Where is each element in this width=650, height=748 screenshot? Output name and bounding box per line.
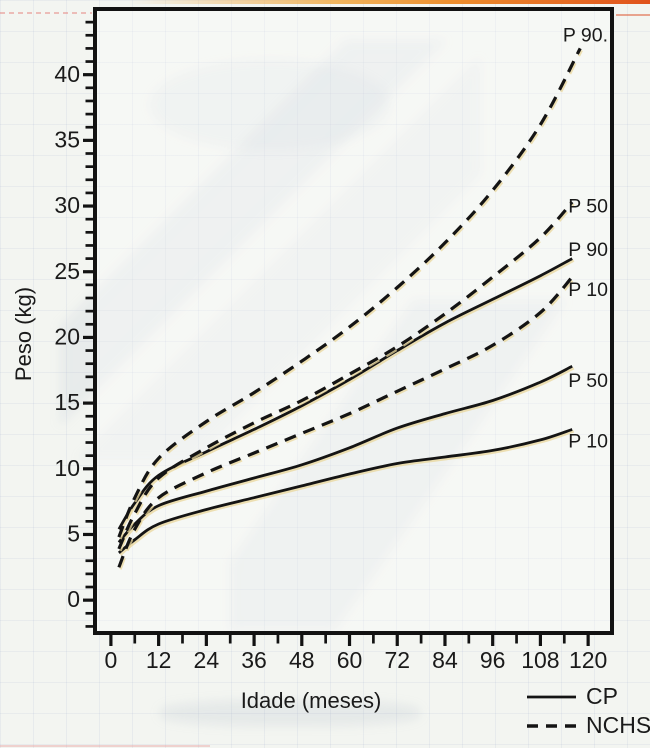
curve-label-cp-p90: P 90 [568, 239, 608, 261]
x-tick-label-24: 24 [194, 647, 220, 673]
y-tick-label-15: 15 [54, 389, 80, 415]
y-tick-label-20: 20 [54, 323, 80, 349]
x-tick-label-60: 60 [337, 647, 363, 673]
x-tick-label-72: 72 [384, 647, 410, 673]
curve-shadow-nchs-p10 [119, 278, 575, 570]
x-tick-label-96: 96 [480, 647, 506, 673]
scan-edge-pink-dots [0, 12, 92, 14]
y-tick-label-0: 0 [67, 586, 80, 612]
scan-edge-orange-line [128, 0, 650, 4]
y-axis: 0 5 10 15 20 25 30 35 40 [54, 20, 94, 628]
x-tick-label-120: 120 [569, 647, 607, 673]
legend-label-cp: CP [586, 683, 618, 709]
x-tick-label-0: 0 [105, 647, 118, 673]
curves [117, 47, 583, 570]
y-tick-label-10: 10 [54, 455, 80, 481]
curve-cp-p90 [117, 257, 573, 530]
plot-border [93, 7, 614, 635]
y-tick-label-40: 40 [54, 61, 80, 87]
x-axis: 0 12 24 36 48 60 72 84 96 108 120 [105, 634, 607, 673]
x-tick-label-48: 48 [289, 647, 315, 673]
x-tick-label-84: 84 [432, 647, 458, 673]
scan-edge-bottom-line [0, 745, 210, 747]
curve-label-cp-p10: P 10 [568, 431, 608, 453]
curve-label-nchs-p10: P 10 [568, 279, 608, 301]
curve-label-cp-p50: P 50 [568, 370, 608, 392]
x-axis-title: Idade (meses) [241, 688, 382, 713]
x-tick-label-108: 108 [521, 647, 559, 673]
legend: CP NCHS [527, 683, 650, 738]
legend-label-nchs: NCHS [586, 712, 650, 738]
curve-label-nchs-p50: P 50 [568, 196, 608, 218]
plot-area [95, 9, 612, 633]
y-tick-label-30: 30 [54, 192, 80, 218]
y-tick-label-5: 5 [67, 521, 80, 547]
curve-label-nchs-p90: P 90. [563, 25, 608, 47]
curve-cp-p10 [117, 428, 573, 554]
curve-shadow-cp-p10 [119, 430, 575, 556]
curve-shadow-cp-p50 [119, 367, 575, 546]
x-tick-label-12: 12 [146, 647, 172, 673]
curve-nchs-p10 [117, 275, 574, 568]
curve-shadow-nchs-p90 [119, 49, 583, 540]
y-axis-title: Peso (kg) [11, 287, 36, 381]
y-tick-label-35: 35 [54, 126, 80, 152]
curve-labels: P 10 P 50 P 90 P 10 P 50 P 90. [563, 25, 608, 453]
curve-shadow-cp-p90 [119, 259, 575, 532]
scan-edge-red-dash [616, 14, 650, 16]
x-tick-label-36: 36 [241, 647, 267, 673]
curve-cp-p50 [117, 365, 573, 544]
y-tick-label-25: 25 [54, 258, 80, 284]
curve-nchs-p90 [117, 47, 582, 538]
